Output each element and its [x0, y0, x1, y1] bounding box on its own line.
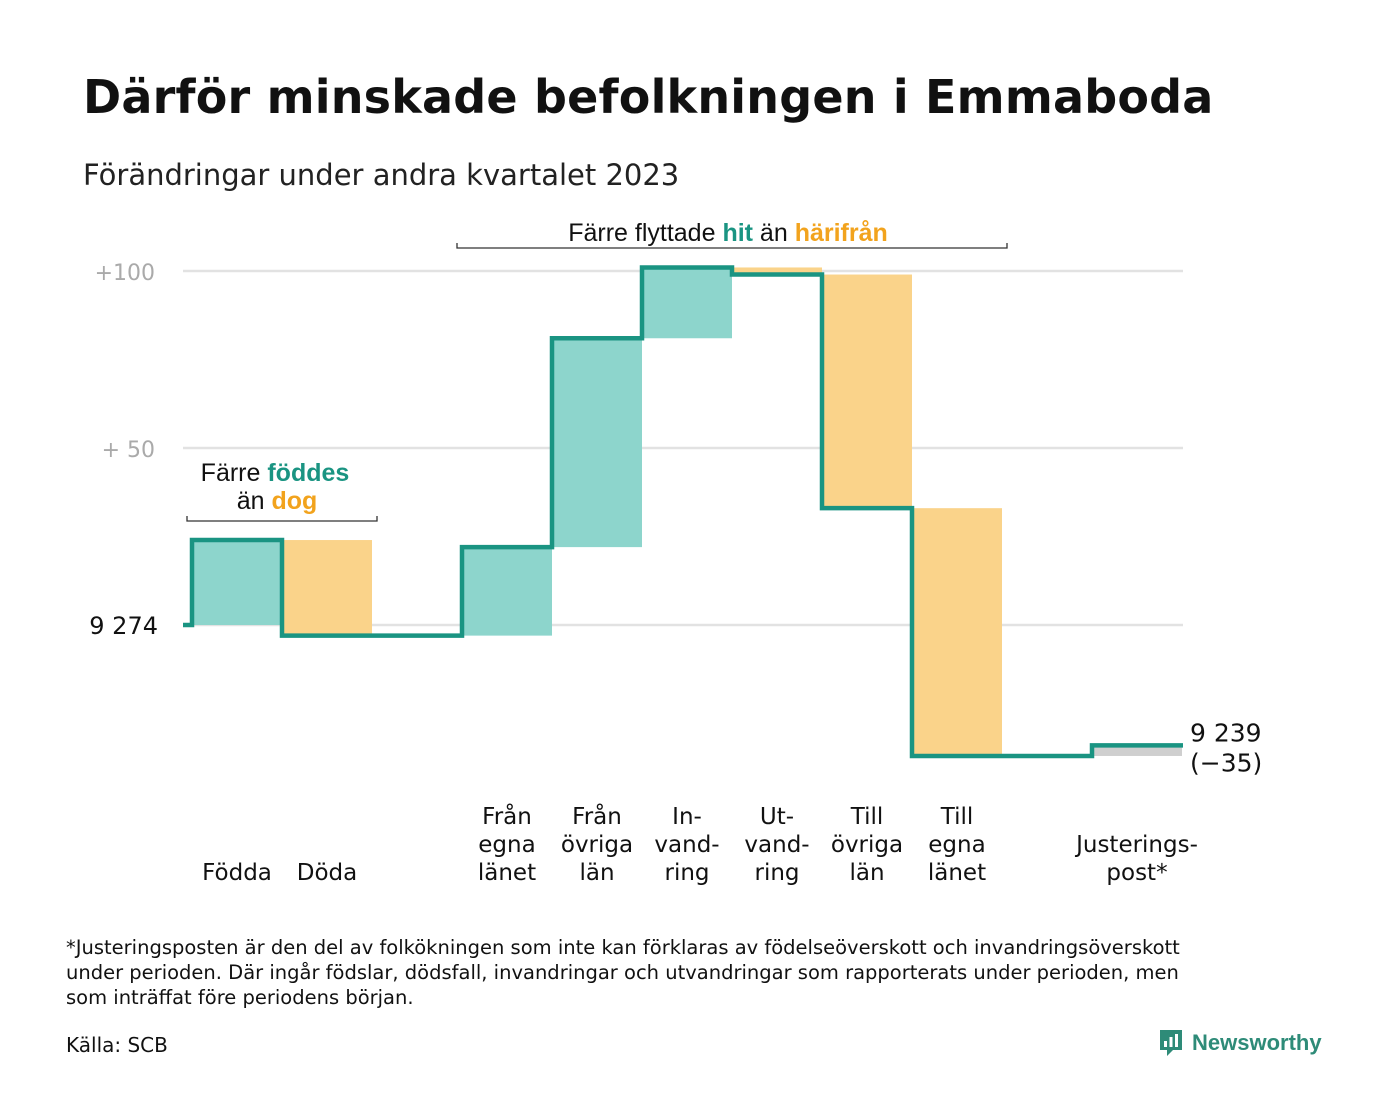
bar	[822, 274, 912, 509]
newsworthy-logo-icon	[1160, 1030, 1182, 1056]
bar	[552, 338, 642, 548]
logo-text: Newsworthy	[1192, 1030, 1322, 1055]
y-tick-label: +100	[95, 261, 155, 286]
x-category-label: länet	[928, 860, 986, 886]
cumulative-step-line	[183, 265, 1183, 759]
x-category-label: Döda	[297, 860, 357, 886]
newsworthy-logo[interactable]: Newsworthy	[1158, 1028, 1322, 1058]
bar	[462, 547, 552, 636]
x-category-label: vand-	[654, 832, 719, 858]
x-category-label: Justerings-	[1074, 832, 1198, 858]
x-category-label: vand-	[744, 832, 809, 858]
x-category-label: post*	[1106, 860, 1167, 886]
chart-subtitle: Förändringar under andra kvartalet 2023	[83, 158, 680, 192]
x-category-label: In-	[672, 804, 702, 830]
chart-title: Därför minskade befolkningen i Emmaboda	[83, 70, 1214, 124]
bar	[192, 540, 282, 625]
bar	[1092, 745, 1182, 756]
annotation-births-deaths: Färre föddes	[201, 459, 350, 487]
x-category-label: Födda	[202, 860, 272, 886]
source-label: Källa: SCB	[66, 1033, 168, 1057]
x-category-label: egna	[928, 832, 985, 858]
x-category-label: Till	[850, 804, 884, 830]
bar	[732, 267, 822, 275]
x-category-label: ring	[664, 860, 709, 886]
footnote: *Justeringsposten är den del av folkökni…	[66, 936, 1180, 1009]
bar	[912, 508, 1002, 756]
x-category-label: län	[579, 860, 614, 886]
start-value-label: 9 274	[89, 612, 158, 640]
x-category-label: Från	[572, 802, 622, 830]
x-category-label: övriga	[561, 832, 633, 858]
bar	[642, 267, 732, 339]
x-category-label: Från	[482, 802, 532, 830]
x-category-label: länet	[478, 860, 536, 886]
x-category-label: övriga	[831, 832, 903, 858]
y-tick-label: + 50	[102, 438, 155, 463]
annotation-bracket	[186, 516, 378, 522]
annotation-migration: Färre flyttade hit än härifrån	[568, 219, 888, 247]
bar	[282, 540, 372, 636]
end-change-label: (−35)	[1190, 748, 1262, 777]
x-category-label: ring	[754, 860, 799, 886]
annotation-bracket	[456, 243, 1008, 249]
annotation-births-deaths-line2: än dog	[237, 487, 318, 515]
end-value-label: 9 239	[1190, 718, 1262, 747]
x-category-label: län	[849, 860, 884, 886]
x-category-label: egna	[478, 832, 535, 858]
x-category-label: Ut-	[760, 804, 794, 830]
x-category-label: Till	[940, 804, 974, 830]
